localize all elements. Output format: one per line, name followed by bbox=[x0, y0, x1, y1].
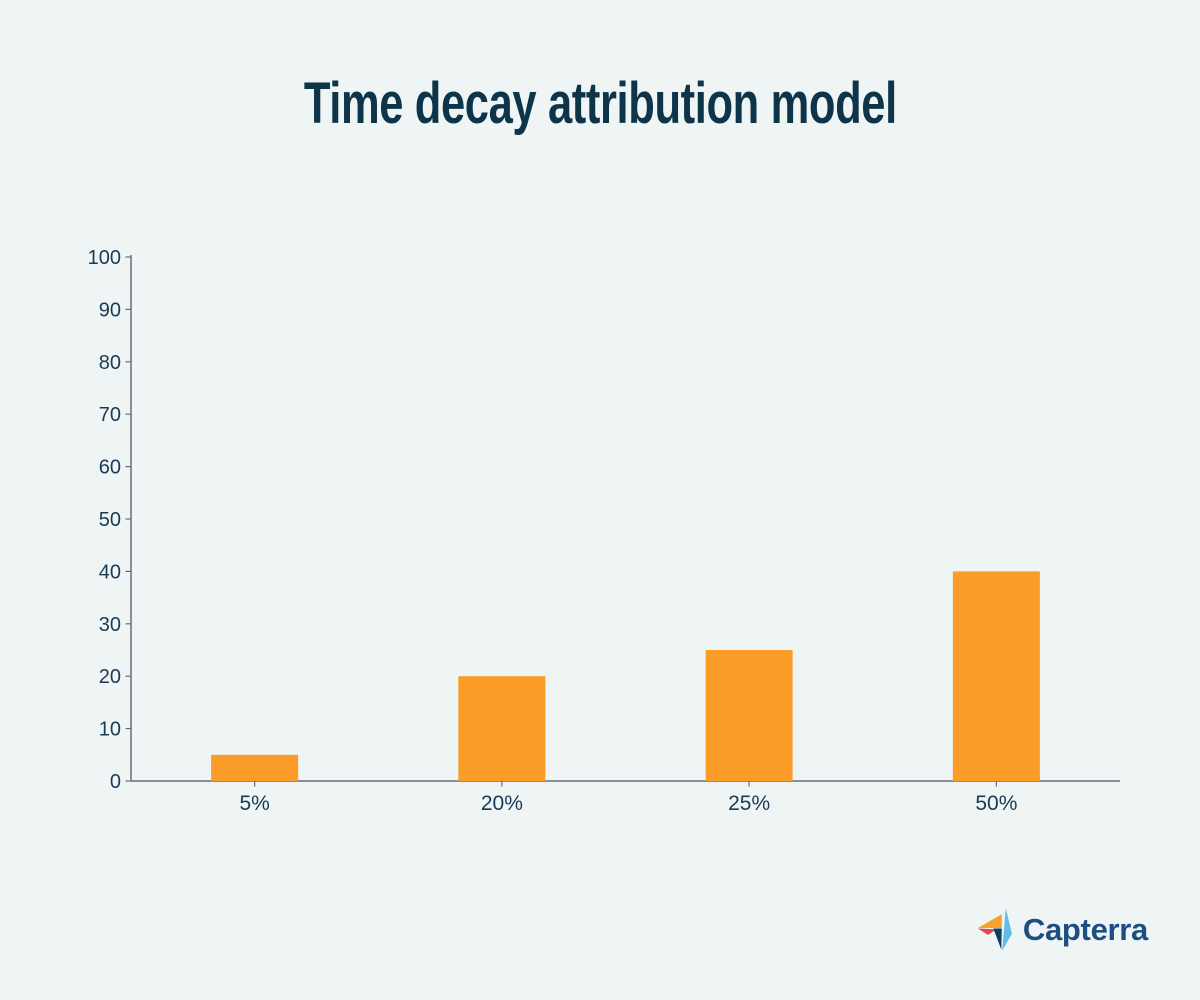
bar bbox=[705, 650, 793, 781]
x-tick-label: 5% bbox=[239, 792, 269, 815]
y-tick-label: 10 bbox=[99, 719, 121, 741]
capterra-wordmark: Capterra bbox=[1022, 911, 1148, 947]
bar bbox=[211, 754, 299, 781]
x-tick-label: 20% bbox=[481, 792, 523, 815]
y-tick-label: 90 bbox=[99, 299, 121, 321]
bar bbox=[952, 571, 1040, 781]
logo-lightblue-triangle bbox=[1002, 907, 1012, 951]
chart-title: Time decay attribution model bbox=[0, 75, 1200, 133]
y-tick-label: 70 bbox=[99, 404, 121, 426]
y-tick-label: 50 bbox=[99, 509, 121, 531]
y-tick-label: 20 bbox=[99, 666, 121, 688]
capterra-logo: Capterra bbox=[976, 902, 1148, 960]
y-tick-label: 0 bbox=[110, 771, 121, 793]
logo-red-triangle bbox=[977, 927, 997, 935]
capterra-arrow-icon bbox=[977, 907, 1012, 951]
y-tick-label: 30 bbox=[99, 614, 121, 636]
bar bbox=[458, 676, 546, 781]
y-tick-label: 60 bbox=[99, 457, 121, 479]
logo-navy-triangle bbox=[993, 927, 1002, 950]
x-tick-label: 50% bbox=[975, 792, 1017, 815]
logo-orange-triangle bbox=[977, 913, 1002, 928]
x-tick-label: 25% bbox=[728, 792, 770, 815]
y-tick-label: 40 bbox=[99, 561, 121, 583]
chart-title-text: Time decay attribution model bbox=[303, 71, 897, 136]
y-tick-label: 100 bbox=[88, 247, 121, 269]
y-tick-label: 80 bbox=[99, 352, 121, 374]
